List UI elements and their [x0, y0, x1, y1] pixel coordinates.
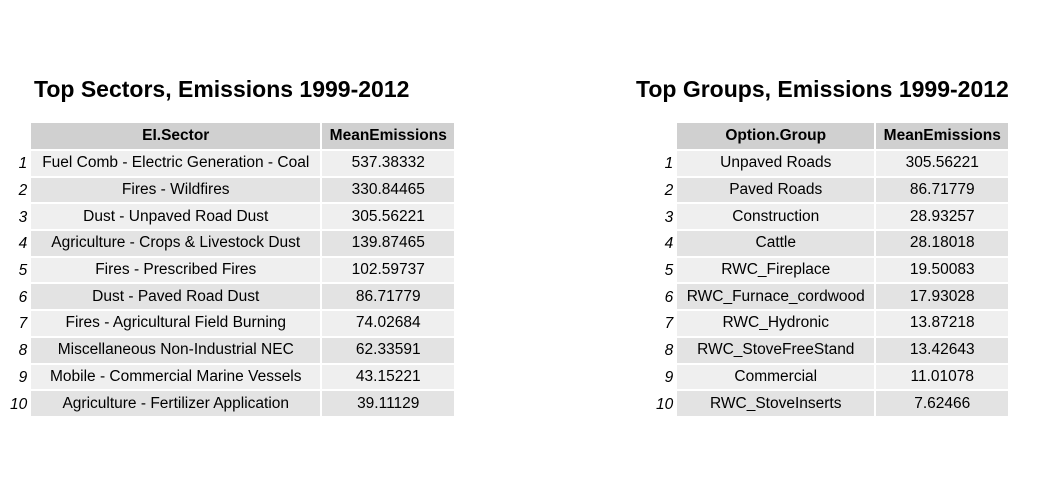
row-label-cell: Paved Roads — [677, 177, 877, 205]
table-row: 7 RWC_Hydronic 13.87218 — [656, 311, 1011, 338]
row-label-cell: Miscellaneous Non-Industrial NEC — [31, 337, 323, 365]
mean-emissions-column-header: MeanEmissions — [876, 123, 1011, 151]
table-row: 10 Agriculture - Fertilizer Application 39… — [10, 391, 457, 418]
row-value-cell: 13.87218 — [876, 311, 1011, 338]
row-index: 2 — [18, 182, 28, 200]
row-value-cell: 62.33591 — [322, 337, 457, 365]
row-value-cell: 17.93028 — [876, 284, 1011, 312]
table-row: 3 Dust - Unpaved Road Dust 305.56221 — [10, 204, 457, 232]
row-value-cell: 13.42643 — [876, 337, 1011, 365]
table-row: 1 Unpaved Roads 305.56221 — [656, 151, 1011, 178]
row-label-cell: RWC_Fireplace — [677, 257, 877, 285]
row-label-cell: RWC_StoveFreeStand — [677, 337, 877, 365]
row-value-cell: 537.38332 — [322, 151, 457, 178]
row-value-cell: 305.56221 — [322, 204, 457, 232]
row-index: 3 — [664, 208, 674, 226]
row-value-cell: 305.56221 — [876, 151, 1011, 178]
row-value-cell: 330.84465 — [322, 177, 457, 205]
groups-table-body: 1 Unpaved Roads 305.56221 2 Paved Roads 86.71… — [656, 151, 1011, 418]
sectors-table-body: 1 Fuel Comb - Electric Generation - Coal 5… — [10, 151, 457, 418]
row-label-cell: Agriculture - Fertilizer Application — [31, 391, 323, 418]
row-label-cell: Unpaved Roads — [677, 151, 877, 178]
table-row: 2 Fires - Wildfires 330.84465 — [10, 177, 457, 205]
group-column-header: Option.Group — [677, 123, 877, 151]
index-header — [10, 123, 31, 151]
table-row: 4 Agriculture - Crops & Livestock Dust 139… — [10, 231, 457, 258]
row-label-cell: Mobile - Commercial Marine Vessels — [31, 364, 323, 392]
table-row: 10 RWC_StoveInserts 7.62466 — [656, 391, 1011, 418]
row-index: 4 — [18, 235, 28, 253]
sector-column-header: EI.Sector — [31, 123, 323, 151]
row-value-cell: 86.71779 — [876, 177, 1011, 205]
table-row: 5 Fires - Prescribed Fires 102.59737 — [10, 257, 457, 285]
table-row: 7 Fires - Agricultural Field Burning 74.02… — [10, 311, 457, 338]
row-index: 6 — [664, 288, 674, 306]
row-value-cell: 19.50083 — [876, 257, 1011, 285]
table-row: 2 Paved Roads 86.71779 — [656, 177, 1011, 205]
row-index: 7 — [18, 315, 28, 333]
row-index: 1 — [18, 155, 28, 173]
row-index: 2 — [664, 182, 674, 200]
mean-emissions-column-header: MeanEmissions — [322, 123, 457, 151]
table-row: 8 Miscellaneous Non-Industrial NEC 62.3359… — [10, 337, 457, 365]
table-row: 9 Commercial 11.01078 — [656, 364, 1011, 392]
row-value-cell: 11.01078 — [876, 364, 1011, 392]
row-label-cell: RWC_Hydronic — [677, 311, 877, 338]
row-index: 8 — [664, 342, 674, 360]
row-value-cell: 74.02684 — [322, 311, 457, 338]
row-label-cell: Fires - Wildfires — [31, 177, 323, 205]
table-row: 6 RWC_Furnace_cordwood 17.93028 — [656, 284, 1011, 312]
row-value-cell: 39.11129 — [322, 391, 457, 418]
sectors-table-title: Top Sectors, Emissions 1999-2012 — [34, 76, 410, 102]
table-row: 8 RWC_StoveFreeStand 13.42643 — [656, 337, 1011, 365]
row-label-cell: RWC_Furnace_cordwood — [677, 284, 877, 312]
table-row: 4 Cattle 28.18018 — [656, 231, 1011, 258]
groups-table: Option.Group MeanEmissions 1 Unpaved Road… — [656, 123, 1011, 418]
row-label-cell: Dust - Unpaved Road Dust — [31, 204, 323, 232]
index-header — [656, 123, 677, 151]
table-row: 6 Dust - Paved Road Dust 86.71779 — [10, 284, 457, 312]
row-value-cell: 7.62466 — [876, 391, 1011, 418]
row-value-cell: 28.93257 — [876, 204, 1011, 232]
row-label-cell: Fires - Prescribed Fires — [31, 257, 323, 285]
row-label-cell: Fires - Agricultural Field Burning — [31, 311, 323, 338]
row-label-cell: Agriculture - Crops & Livestock Dust — [31, 231, 323, 258]
row-index: 8 — [18, 342, 28, 360]
row-index: 5 — [664, 262, 674, 280]
sectors-table: EI.Sector MeanEmissions 1 Fuel Comb - Ele… — [10, 123, 457, 418]
row-index: 9 — [18, 368, 28, 386]
row-index: 1 — [664, 155, 674, 173]
row-index: 9 — [664, 368, 674, 386]
table-row: 1 Fuel Comb - Electric Generation - Coal 5… — [10, 151, 457, 178]
row-label-cell: Construction — [677, 204, 877, 232]
groups-table-title: Top Groups, Emissions 1999-2012 — [636, 76, 1009, 102]
table-row: 5 RWC_Fireplace 19.50083 — [656, 257, 1011, 285]
row-value-cell: 43.15221 — [322, 364, 457, 392]
row-label-cell: RWC_StoveInserts — [677, 391, 877, 418]
row-label-cell: Commercial — [677, 364, 877, 392]
row-index: 10 — [10, 395, 28, 413]
row-index: 6 — [18, 288, 28, 306]
row-index: 3 — [18, 208, 28, 226]
table-row: 9 Mobile - Commercial Marine Vessels 43.15… — [10, 364, 457, 392]
row-index: 10 — [656, 395, 674, 413]
row-value-cell: 102.59737 — [322, 257, 457, 285]
row-index: 4 — [664, 235, 674, 253]
row-label-cell: Cattle — [677, 231, 877, 258]
row-value-cell: 28.18018 — [876, 231, 1011, 258]
row-label-cell: Fuel Comb - Electric Generation - Coal — [31, 151, 323, 178]
row-value-cell: 139.87465 — [322, 231, 457, 258]
row-label-cell: Dust - Paved Road Dust — [31, 284, 323, 312]
row-index: 5 — [18, 262, 28, 280]
row-value-cell: 86.71779 — [322, 284, 457, 312]
row-index: 7 — [664, 315, 674, 333]
table-row: 3 Construction 28.93257 — [656, 204, 1011, 232]
